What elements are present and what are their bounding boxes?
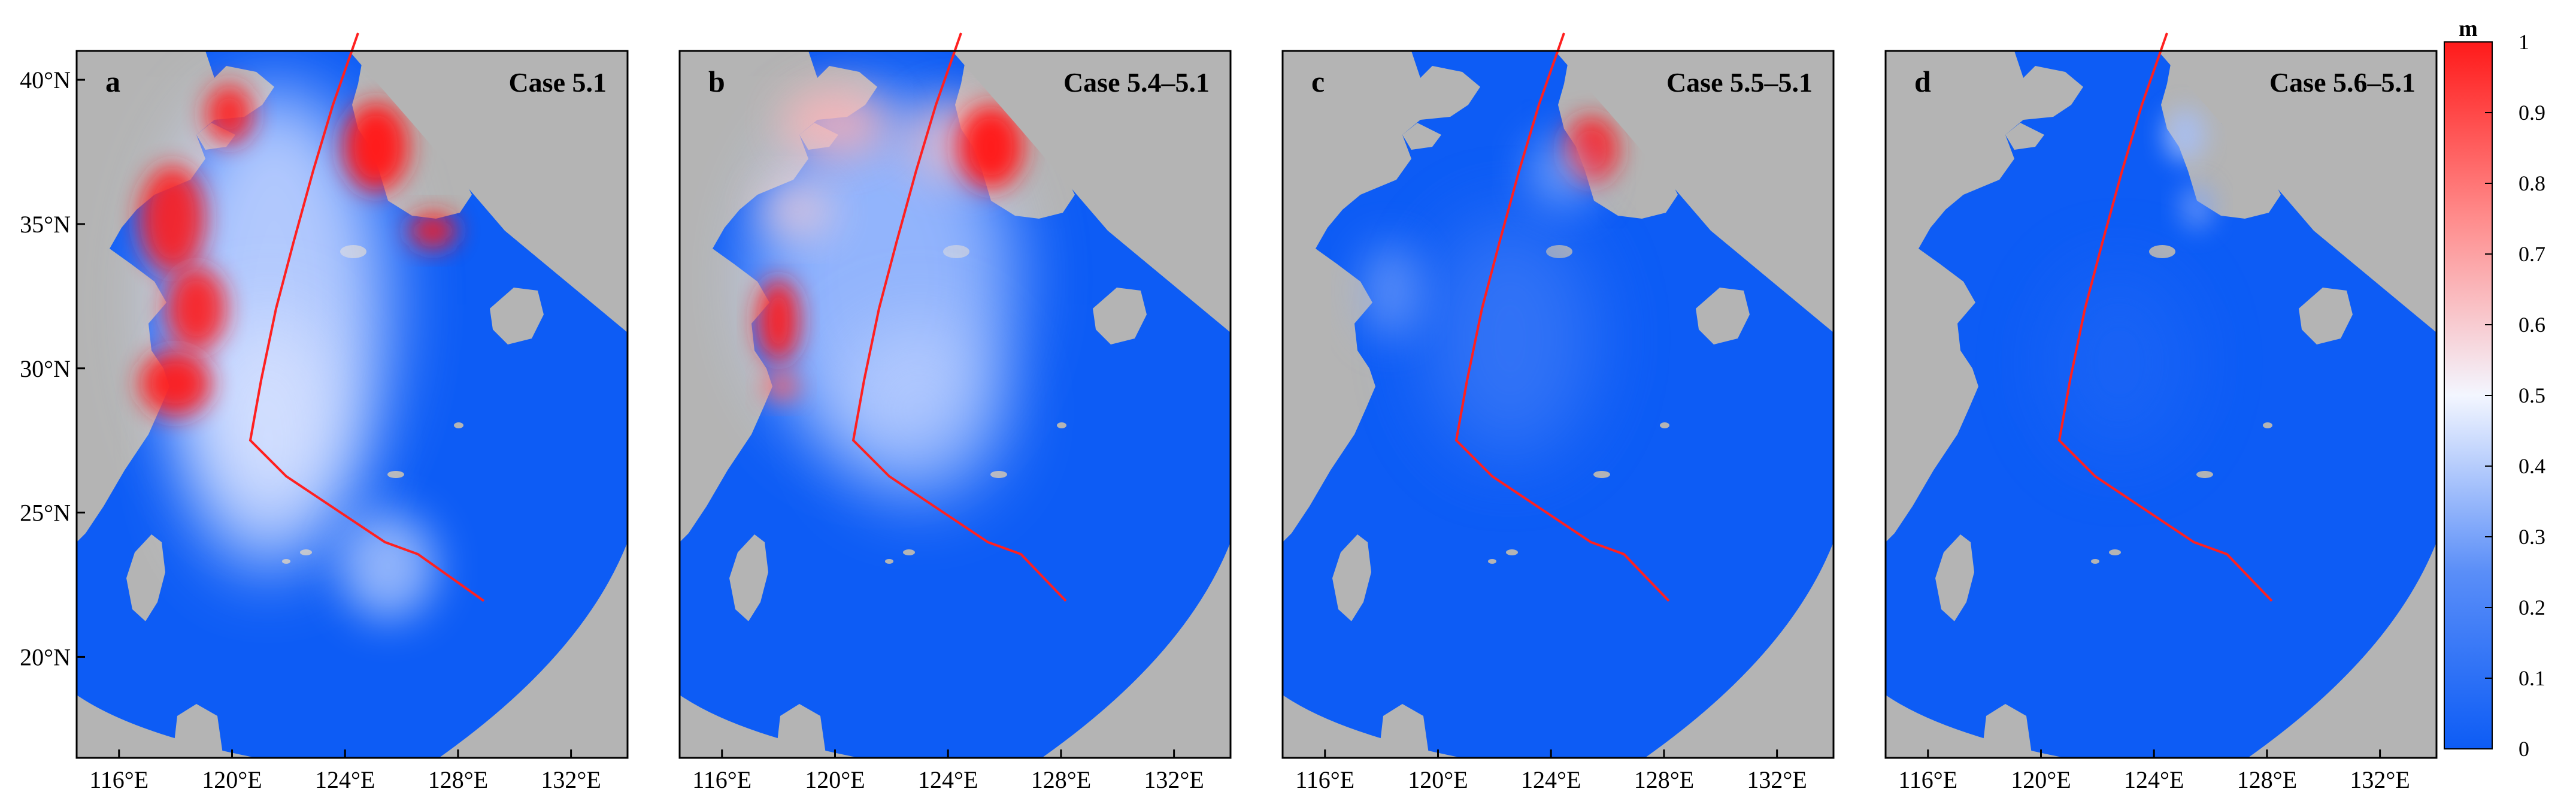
colorbar-tick-label: 1 — [2519, 30, 2529, 54]
lon-tick-label: 120°E — [2011, 766, 2071, 793]
lat-tick-label: 25°N — [20, 500, 71, 527]
anomaly-field-c — [1360, 117, 1618, 458]
colorbar-tick-label: 0.9 — [2519, 101, 2545, 125]
lon-tick-label: 124°E — [1521, 766, 1581, 793]
panel-a: a Case 5.1 — [75, 32, 629, 759]
case-label-c: Case 5.5–5.1 — [1666, 67, 1813, 98]
colorbar-tick-label: 0.5 — [2519, 383, 2545, 407]
lon-tick-label: 116°E — [692, 766, 751, 793]
lon-tick-label: 128°E — [2237, 766, 2297, 793]
lon-tick-label: 128°E — [1634, 766, 1694, 793]
lat-tick-label: 35°N — [20, 211, 71, 238]
colorbar-tick-label: 0.2 — [2519, 596, 2545, 619]
lon-tick-label: 132°E — [1747, 766, 1807, 793]
colorbar-tick-label: 0 — [2519, 737, 2529, 761]
colorbar-ticks: 1 0.9 0.8 0.7 0.6 0.5 0.4 0.3 0.2 0.1 0 — [2485, 30, 2545, 761]
colorbar-tick-label: 0.7 — [2519, 242, 2545, 266]
lon-tick-label: 128°E — [428, 766, 488, 793]
lon-tick-label: 116°E — [1898, 766, 1957, 793]
colorbar-tick-label: 0.4 — [2519, 454, 2545, 478]
colorbar-tick-label: 0.8 — [2519, 171, 2545, 195]
panel-b: b Case 5.4–5.1 — [678, 32, 1232, 759]
panel-c: c Case 5.5–5.1 — [1281, 32, 1835, 759]
lon-tick-label: 124°E — [918, 766, 978, 793]
lon-tick-label: 132°E — [1144, 766, 1204, 793]
lon-tick-label: 116°E — [89, 766, 149, 793]
panel-letter-c: c — [1311, 65, 1325, 98]
lon-tick-label: 120°E — [805, 766, 865, 793]
panel-letter-b: b — [708, 65, 725, 98]
case-label-b: Case 5.4–5.1 — [1063, 67, 1210, 98]
panel-d: d Case 5.6–5.1 — [1884, 32, 2438, 759]
latitude-axis: 40°N 35°N 30°N 25°N 20°N — [20, 66, 85, 670]
anomaly-field-a — [140, 84, 457, 620]
lat-tick-label: 40°N — [20, 66, 71, 93]
lon-tick-label: 128°E — [1031, 766, 1091, 793]
typhoon-track-b — [851, 32, 1067, 602]
colorbar-tick-label: 0.6 — [2519, 313, 2545, 337]
panel-letter-a: a — [105, 65, 120, 98]
colorbar-unit: m — [2459, 16, 2478, 41]
case-label-d: Case 5.6–5.1 — [2269, 67, 2416, 98]
case-label-a: Case 5.1 — [508, 67, 607, 98]
colorbar-tick-label: 0.1 — [2519, 666, 2545, 690]
typhoon-track-d — [2057, 32, 2273, 602]
lat-tick-label: 30°N — [20, 355, 71, 382]
colorbar: m 1 0.9 0.8 0.7 0.6 0.5 0.4 0.3 0.2 0.1 0 — [2444, 16, 2545, 761]
typhoon-track-c — [1454, 32, 1670, 602]
lat-tick-label: 20°N — [20, 643, 71, 670]
longitude-axes: 116°E 120°E 124°E 128°E 132°E 116°E 120°E 124°E… — [89, 749, 2410, 793]
lon-tick-label: 124°E — [2124, 766, 2184, 793]
panel-letter-d: d — [1914, 65, 1931, 98]
lon-tick-label: 124°E — [315, 766, 375, 793]
typhoon-track-a — [248, 32, 485, 602]
lon-tick-label: 120°E — [202, 766, 262, 793]
lon-tick-label: 132°E — [541, 766, 601, 793]
colorbar-tick-label: 0.3 — [2519, 525, 2545, 549]
lon-tick-label: 120°E — [1408, 766, 1468, 793]
lon-tick-label: 132°E — [2350, 766, 2410, 793]
lon-tick-label: 116°E — [1295, 766, 1354, 793]
